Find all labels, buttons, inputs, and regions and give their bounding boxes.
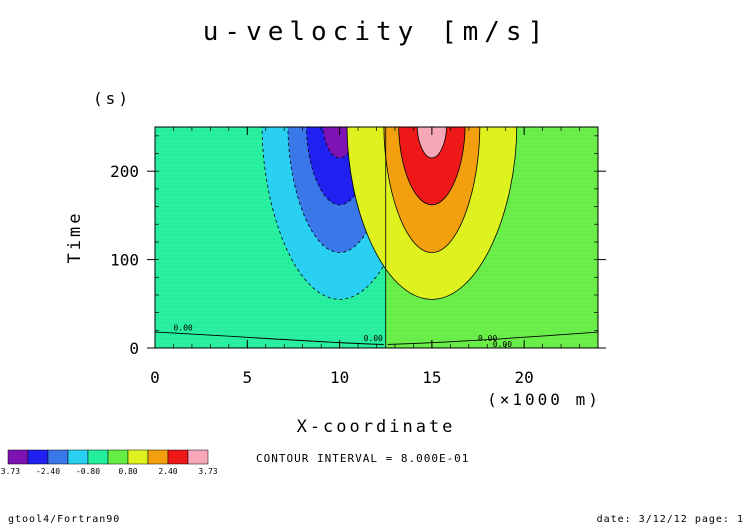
x-tick-label: 10 bbox=[330, 368, 349, 387]
chart-title: u-velocity [m/s] bbox=[203, 17, 549, 47]
colorbar-tick-label: 2.40 bbox=[158, 467, 177, 476]
zero-contour-left bbox=[155, 331, 384, 345]
contour-band-positive-3.2 bbox=[416, 127, 447, 159]
footer-software: gtool4/Fortran90 bbox=[8, 514, 121, 525]
colorbar-swatch bbox=[67, 449, 89, 465]
contour-band-positive-2.4 bbox=[398, 127, 466, 206]
colorbar-swatch bbox=[87, 449, 109, 465]
colorbar-swatch bbox=[167, 449, 189, 465]
x-tick-label: 5 bbox=[242, 368, 252, 387]
contour-fills: 0.000.00 0.000.00 bbox=[155, 127, 598, 349]
y-tick-label: 100 bbox=[110, 251, 139, 270]
colorbar-swatch bbox=[127, 449, 149, 465]
y-tick-label: 200 bbox=[110, 162, 139, 181]
x-tick-label: 20 bbox=[515, 368, 534, 387]
colorbar-swatch bbox=[187, 449, 209, 465]
footer-date: date: 3/12/12 page: 1 bbox=[596, 514, 744, 525]
colorbar-tick-label: -2.40 bbox=[36, 467, 60, 476]
contour-line-label: 0.00 bbox=[364, 334, 383, 343]
colorbar: -3.73 -2.40 -0.80 0.80 2.40 3.73 bbox=[0, 449, 218, 476]
colorbar-swatch bbox=[7, 449, 29, 465]
y-tick-label: 0 bbox=[129, 339, 139, 358]
contour-line-label: 0.00 bbox=[493, 340, 512, 349]
colorbar-tick-label: 3.73 bbox=[198, 467, 217, 476]
colorbar-tick-label: -0.80 bbox=[76, 467, 100, 476]
y-axis-label: Time bbox=[65, 211, 85, 264]
contour-line-label: 0.00 bbox=[478, 334, 497, 343]
colorbar-swatch bbox=[27, 449, 49, 465]
colorbar-tick-label: -3.73 bbox=[0, 467, 20, 476]
x-tick-label: 15 bbox=[422, 368, 441, 387]
contour-line-label: 0.00 bbox=[173, 323, 192, 332]
x-axis-unit: (×1000 m) bbox=[487, 390, 601, 409]
plot-area: 0.000.00 0.000.00 bbox=[155, 127, 598, 349]
colorbar-swatch bbox=[47, 449, 69, 465]
colorbar-swatch bbox=[107, 449, 129, 465]
y-axis-unit: (s) bbox=[93, 89, 131, 108]
x-axis-label: X-coordinate bbox=[297, 417, 456, 437]
colorbar-swatch bbox=[147, 449, 169, 465]
contour-interval-text: CONTOUR INTERVAL = 8.000E-01 bbox=[256, 452, 469, 465]
zero-contour-right bbox=[387, 331, 598, 345]
x-tick-label: 0 bbox=[150, 368, 160, 387]
colorbar-tick-label: 0.80 bbox=[118, 467, 137, 476]
